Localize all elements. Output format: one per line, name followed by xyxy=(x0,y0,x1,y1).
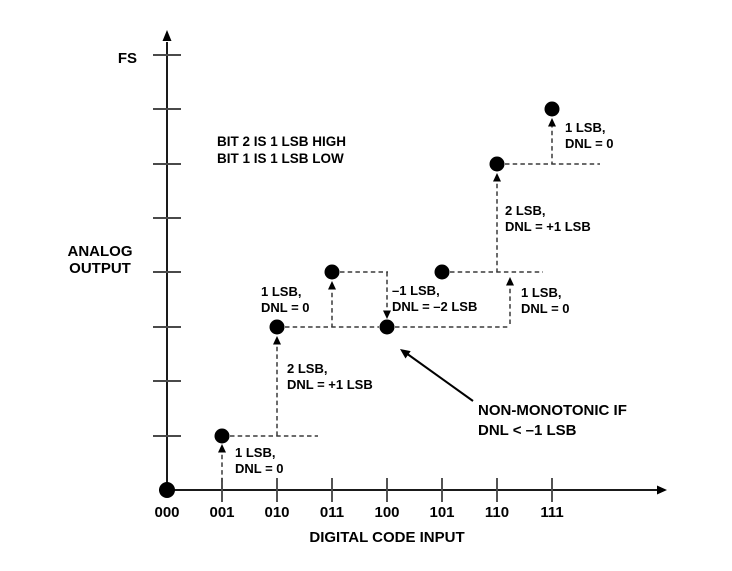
step-110-line1: 2 LSB, xyxy=(505,203,546,218)
step-001-line2: DNL = 0 xyxy=(235,460,284,476)
x-axis-title-text: DIGITAL CODE INPUT xyxy=(309,529,465,546)
data-point-111 xyxy=(544,101,560,117)
data-point-101 xyxy=(434,264,450,280)
fs-label: FS xyxy=(100,50,137,67)
step-010-line2: DNL = +1 LSB xyxy=(287,376,373,392)
step-100-line2: DNL = –2 LSB xyxy=(392,298,478,314)
step-100-line1: –1 LSB, xyxy=(392,283,440,298)
data-point-110 xyxy=(489,156,505,172)
x-code-label-011: 011 xyxy=(319,504,345,521)
x-code-label-010: 010 xyxy=(264,504,290,521)
bit-weight-note-line2: BIT 1 IS 1 LSB LOW xyxy=(217,150,344,166)
data-point-010 xyxy=(269,319,285,335)
step-arrowhead xyxy=(218,444,226,453)
y-axis-title-line1: ANALOG xyxy=(67,243,133,260)
step-101-line2: DNL = 0 xyxy=(521,300,570,316)
bit-weight-note: BIT 2 IS 1 LSB HIGH BIT 1 IS 1 LSB LOW xyxy=(217,134,346,167)
x-axis-title: DIGITAL CODE INPUT xyxy=(272,529,502,546)
y-axis-title: ANALOG OUTPUT xyxy=(55,243,145,277)
x-axis-arrowhead xyxy=(657,485,667,495)
step-annotation-111: 1 LSB, DNL = 0 xyxy=(565,120,614,151)
x-code-label-100: 100 xyxy=(374,504,400,521)
step-011-line1: 1 LSB, xyxy=(261,284,302,299)
callout-arrow-line xyxy=(405,352,474,402)
y-axis-title-line2: OUTPUT xyxy=(69,260,131,277)
step-arrowhead xyxy=(506,277,514,286)
non-monotonic-callout: NON-MONOTONIC IF DNL < –1 LSB xyxy=(478,401,627,440)
step-annotation-010: 2 LSB, DNL = +1 LSB xyxy=(287,361,373,392)
step-101-line1: 1 LSB, xyxy=(521,285,562,300)
step-arrowhead xyxy=(273,336,281,345)
bit-weight-note-line1: BIT 2 IS 1 LSB HIGH xyxy=(217,134,347,149)
y-axis-arrowhead xyxy=(162,30,172,41)
step-110-line2: DNL = +1 LSB xyxy=(505,218,591,234)
step-arrowhead xyxy=(548,118,556,127)
step-111-line2: DNL = 0 xyxy=(565,135,614,151)
callout-line1: NON-MONOTONIC IF xyxy=(478,402,627,419)
fs-text: FS xyxy=(117,50,137,67)
data-point-001 xyxy=(214,428,230,444)
x-code-label-000: 000 xyxy=(154,504,180,521)
callout-arrowhead xyxy=(400,349,411,359)
step-111-line1: 1 LSB, xyxy=(565,120,606,135)
callout-line2: DNL < –1 LSB xyxy=(478,421,577,439)
x-code-label-111: 111 xyxy=(540,504,564,521)
data-point-000 xyxy=(159,482,175,498)
step-arrowhead xyxy=(328,281,336,290)
step-annotation-110: 2 LSB, DNL = +1 LSB xyxy=(505,203,591,234)
data-point-100 xyxy=(379,319,395,335)
step-arrowhead xyxy=(493,173,501,182)
step-010-line1: 2 LSB, xyxy=(287,361,328,376)
x-code-label-110: 110 xyxy=(484,504,510,521)
data-point-011 xyxy=(324,264,340,280)
step-annotation-101: 1 LSB, DNL = 0 xyxy=(521,285,570,316)
x-code-label-101: 101 xyxy=(429,504,455,521)
step-011-line2: DNL = 0 xyxy=(261,299,310,315)
x-code-label-001: 001 xyxy=(209,504,235,521)
step-annotation-100: –1 LSB, DNL = –2 LSB xyxy=(392,283,477,314)
step-001-line1: 1 LSB, xyxy=(235,445,276,460)
step-arrowhead xyxy=(383,310,391,319)
step-annotation-011: 1 LSB, DNL = 0 xyxy=(261,284,310,315)
step-annotation-001: 1 LSB, DNL = 0 xyxy=(235,445,284,476)
